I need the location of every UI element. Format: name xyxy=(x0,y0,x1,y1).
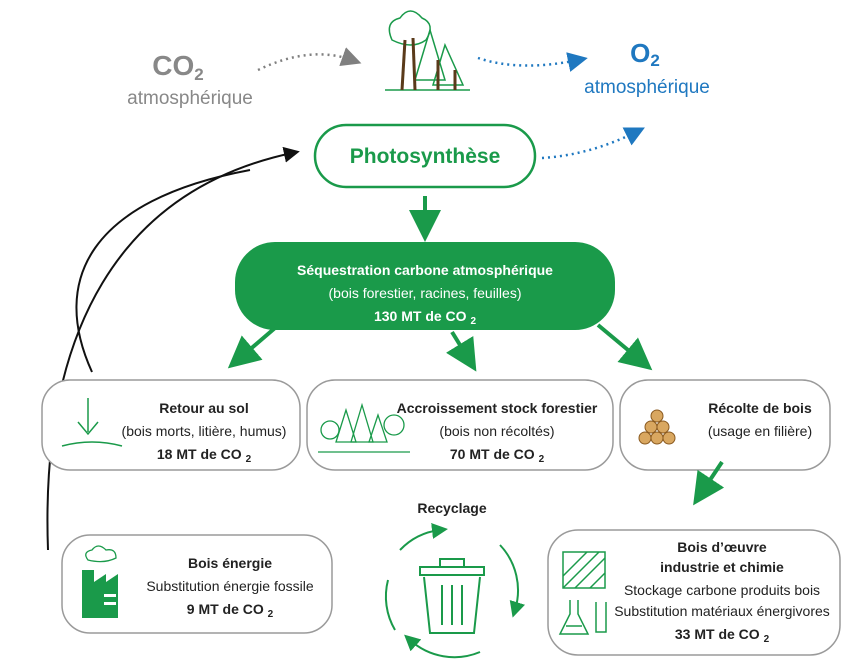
trees-icon xyxy=(385,11,470,90)
arrow xyxy=(452,332,468,358)
stock-title: Accroissement stock forestier xyxy=(397,400,598,416)
energy-detail: Substitution énergie fossile xyxy=(146,578,314,594)
o2-label: atmosphérique xyxy=(584,77,710,98)
timber-detail: Stockage carbone produits bois xyxy=(624,582,820,598)
harvest-detail: (usage en filière) xyxy=(708,423,812,439)
recycling-icon xyxy=(386,530,518,657)
co2-symbol: CO2 xyxy=(152,50,203,84)
harvest-title: Récolte de bois xyxy=(708,400,812,416)
arrow xyxy=(598,325,640,360)
diagram: CO2 atmosphérique O2 atmosphérique Photo… xyxy=(0,0,847,660)
arrow xyxy=(478,58,578,66)
timber-title-2: industrie et chimie xyxy=(660,559,784,575)
arrow xyxy=(240,328,275,358)
recycling-label: Recyclage xyxy=(417,500,486,516)
photosynthesis-label: Photosynthèse xyxy=(350,145,501,168)
arrow xyxy=(76,170,250,372)
timber-detail-2: Substitution matériaux énergivores xyxy=(614,603,830,619)
energy-title: Bois énergie xyxy=(188,555,272,571)
trunks xyxy=(402,38,455,90)
arrow xyxy=(258,54,352,70)
sequestration-detail: (bois forestier, racines, feuilles) xyxy=(329,285,522,301)
timber-title: Bois d’œuvre xyxy=(677,539,767,555)
sequestration-title: Séquestration carbone atmosphérique xyxy=(297,262,553,278)
arrow xyxy=(542,132,636,158)
ground-title: Retour au sol xyxy=(159,400,248,416)
ground-detail: (bois morts, litière, humus) xyxy=(122,423,287,439)
o2-symbol: O2 xyxy=(630,38,660,70)
co2-label: atmosphérique xyxy=(127,88,253,109)
stock-detail: (bois non récoltés) xyxy=(439,423,554,439)
